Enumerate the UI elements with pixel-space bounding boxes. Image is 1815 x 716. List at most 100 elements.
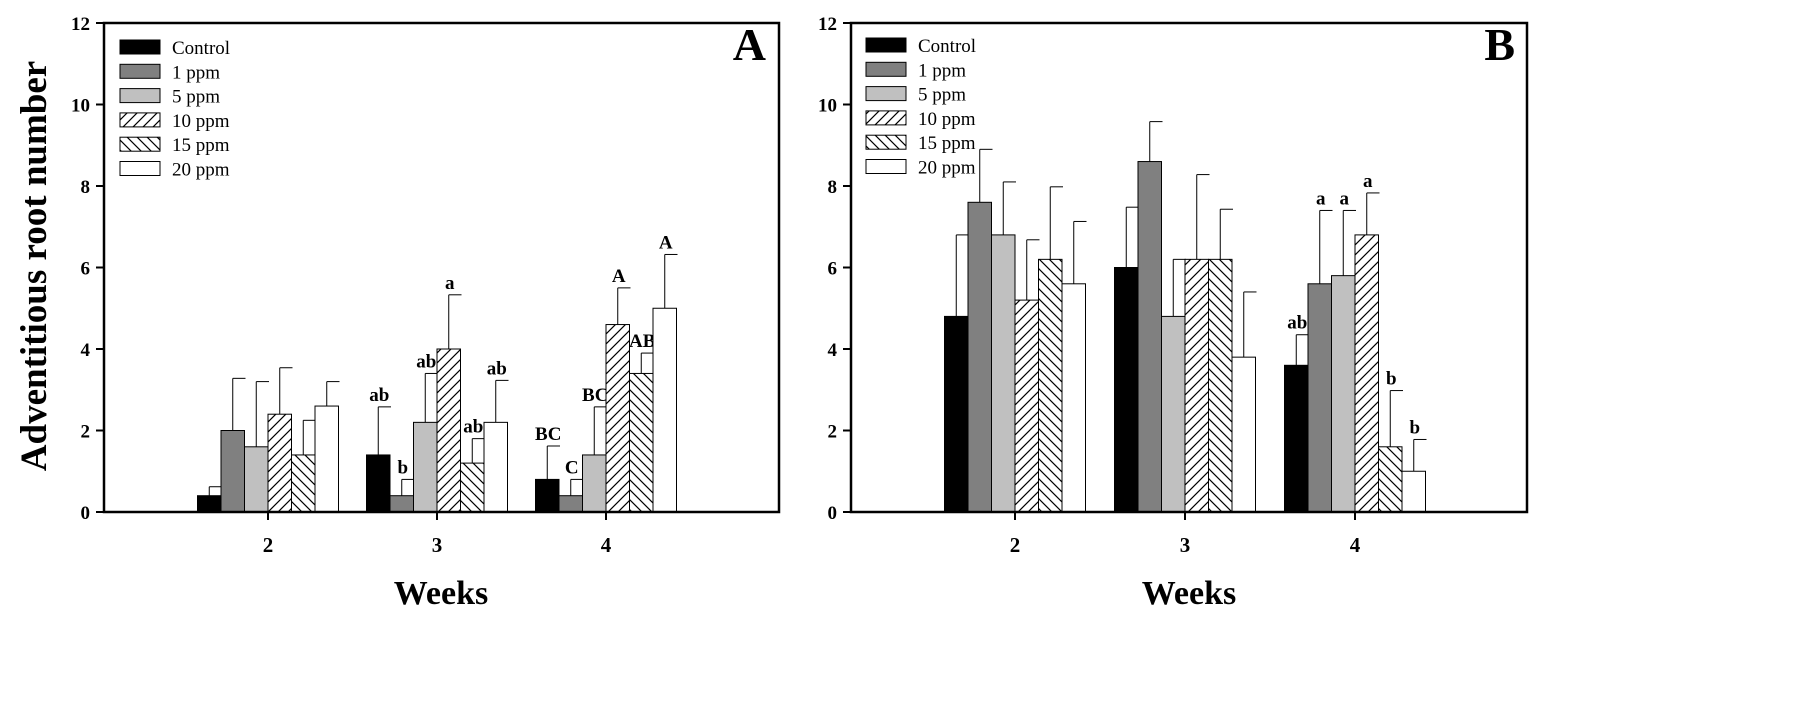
bar — [1208, 258, 1233, 513]
significance-label: A — [612, 266, 626, 287]
legend-swatch — [119, 136, 161, 152]
y-tick-label: 8 — [828, 177, 838, 198]
legend-label: 10 ppm — [172, 111, 230, 132]
legend-label: 1 ppm — [918, 60, 966, 81]
legend-swatch — [119, 161, 161, 176]
chart-panel-a: 0 2 4 6 8 10 12 ab BC b Cab BC a Aab AB ab A 2 3 4 Control 1 … — [71, 14, 781, 612]
significance-label: a — [1363, 171, 1373, 192]
bar — [1137, 161, 1162, 513]
bar — [1184, 258, 1209, 513]
bar — [220, 430, 245, 513]
plot-frame — [102, 21, 781, 514]
x-tick-label: 4 — [1350, 533, 1361, 557]
bar — [267, 413, 292, 513]
significance-label: ab — [487, 358, 507, 379]
y-tick-label: 12 — [818, 14, 837, 35]
x-tick-label: 2 — [263, 533, 274, 557]
significance-label: AB — [629, 331, 656, 352]
bar — [1161, 315, 1186, 513]
bar — [991, 234, 1016, 513]
legend-label: 15 ppm — [172, 135, 230, 156]
bar — [436, 348, 461, 513]
significance-label: b — [1409, 417, 1420, 438]
bar — [244, 446, 269, 513]
x-tick-label: 3 — [432, 533, 443, 557]
significance-label: ab — [416, 351, 436, 372]
legend-label: 1 ppm — [172, 62, 220, 83]
bar — [413, 421, 438, 513]
bar — [460, 462, 485, 513]
significance-label: C — [565, 457, 579, 478]
y-tick-label: 8 — [81, 177, 91, 198]
bar — [558, 495, 583, 513]
significance-label: a — [1340, 188, 1350, 209]
significance-label: a — [1316, 188, 1326, 209]
y-tick-label: 2 — [828, 422, 838, 443]
bar — [314, 405, 339, 513]
significance-label: BC — [582, 385, 608, 406]
y-tick-label: 12 — [71, 14, 90, 35]
y-tick-label: 6 — [81, 259, 91, 280]
x-tick-label: 3 — [1180, 533, 1191, 557]
legend-swatch — [865, 86, 907, 102]
bar — [1284, 364, 1309, 513]
bar — [1231, 356, 1256, 513]
bar — [1307, 283, 1332, 513]
bar — [1061, 283, 1086, 513]
bar — [1038, 258, 1063, 513]
plot-frame — [849, 21, 1529, 514]
bar — [197, 495, 222, 513]
bar — [1354, 234, 1379, 513]
y-axis-title: Adventitious root number — [14, 61, 55, 471]
x-tick-label: 2 — [1010, 533, 1021, 557]
legend-label: 20 ppm — [172, 160, 230, 181]
legend-swatch — [119, 63, 161, 79]
y-tick-label: 10 — [818, 96, 837, 117]
legend-swatch — [119, 112, 161, 128]
significance-label: b — [1386, 369, 1397, 390]
legend-label: Control — [172, 38, 230, 59]
legend: Control 1 ppm 5 ppm 10 ppm 15 ppm 20 ppm — [119, 38, 230, 181]
bar — [483, 421, 508, 513]
legend: Control 1 ppm 5 ppm 10 ppm 15 ppm 20 ppm — [865, 36, 976, 179]
y-tick-label: 0 — [81, 503, 91, 524]
bar — [582, 454, 607, 513]
bar — [535, 478, 560, 513]
panel-letter: B — [1484, 19, 1515, 70]
legend-swatch — [119, 39, 161, 55]
legend-swatch — [865, 134, 907, 150]
y-tick-label: 0 — [828, 503, 838, 524]
bar — [291, 454, 316, 513]
significance-label: a — [445, 273, 455, 294]
y-tick-label: 2 — [81, 422, 91, 443]
bar — [366, 454, 391, 513]
panel-letter: A — [733, 19, 766, 70]
legend-label: 5 ppm — [172, 87, 220, 108]
y-tick-label: 4 — [828, 340, 838, 361]
bar — [1401, 470, 1426, 513]
legend-swatch — [119, 88, 161, 104]
bar — [1331, 275, 1356, 513]
significance-label: ab — [1287, 313, 1307, 334]
y-tick-label: 10 — [71, 96, 90, 117]
significance-label: b — [397, 457, 408, 478]
bar — [1378, 446, 1403, 513]
legend-label: Control — [918, 36, 976, 57]
bar — [629, 372, 654, 513]
legend-swatch — [865, 110, 907, 126]
bar — [652, 307, 677, 513]
legend-label: 5 ppm — [918, 85, 966, 106]
legend-swatch — [865, 37, 907, 53]
significance-label: ab — [369, 385, 389, 406]
y-tick-label: 6 — [828, 259, 838, 280]
bar — [1114, 267, 1139, 513]
x-axis-title: Weeks — [394, 575, 488, 612]
y-tick-label: 4 — [81, 340, 91, 361]
legend-swatch — [865, 61, 907, 77]
legend-label: 15 ppm — [918, 133, 976, 154]
bar — [605, 324, 630, 513]
significance-label: A — [659, 232, 673, 253]
x-axis-title: Weeks — [1142, 575, 1236, 612]
